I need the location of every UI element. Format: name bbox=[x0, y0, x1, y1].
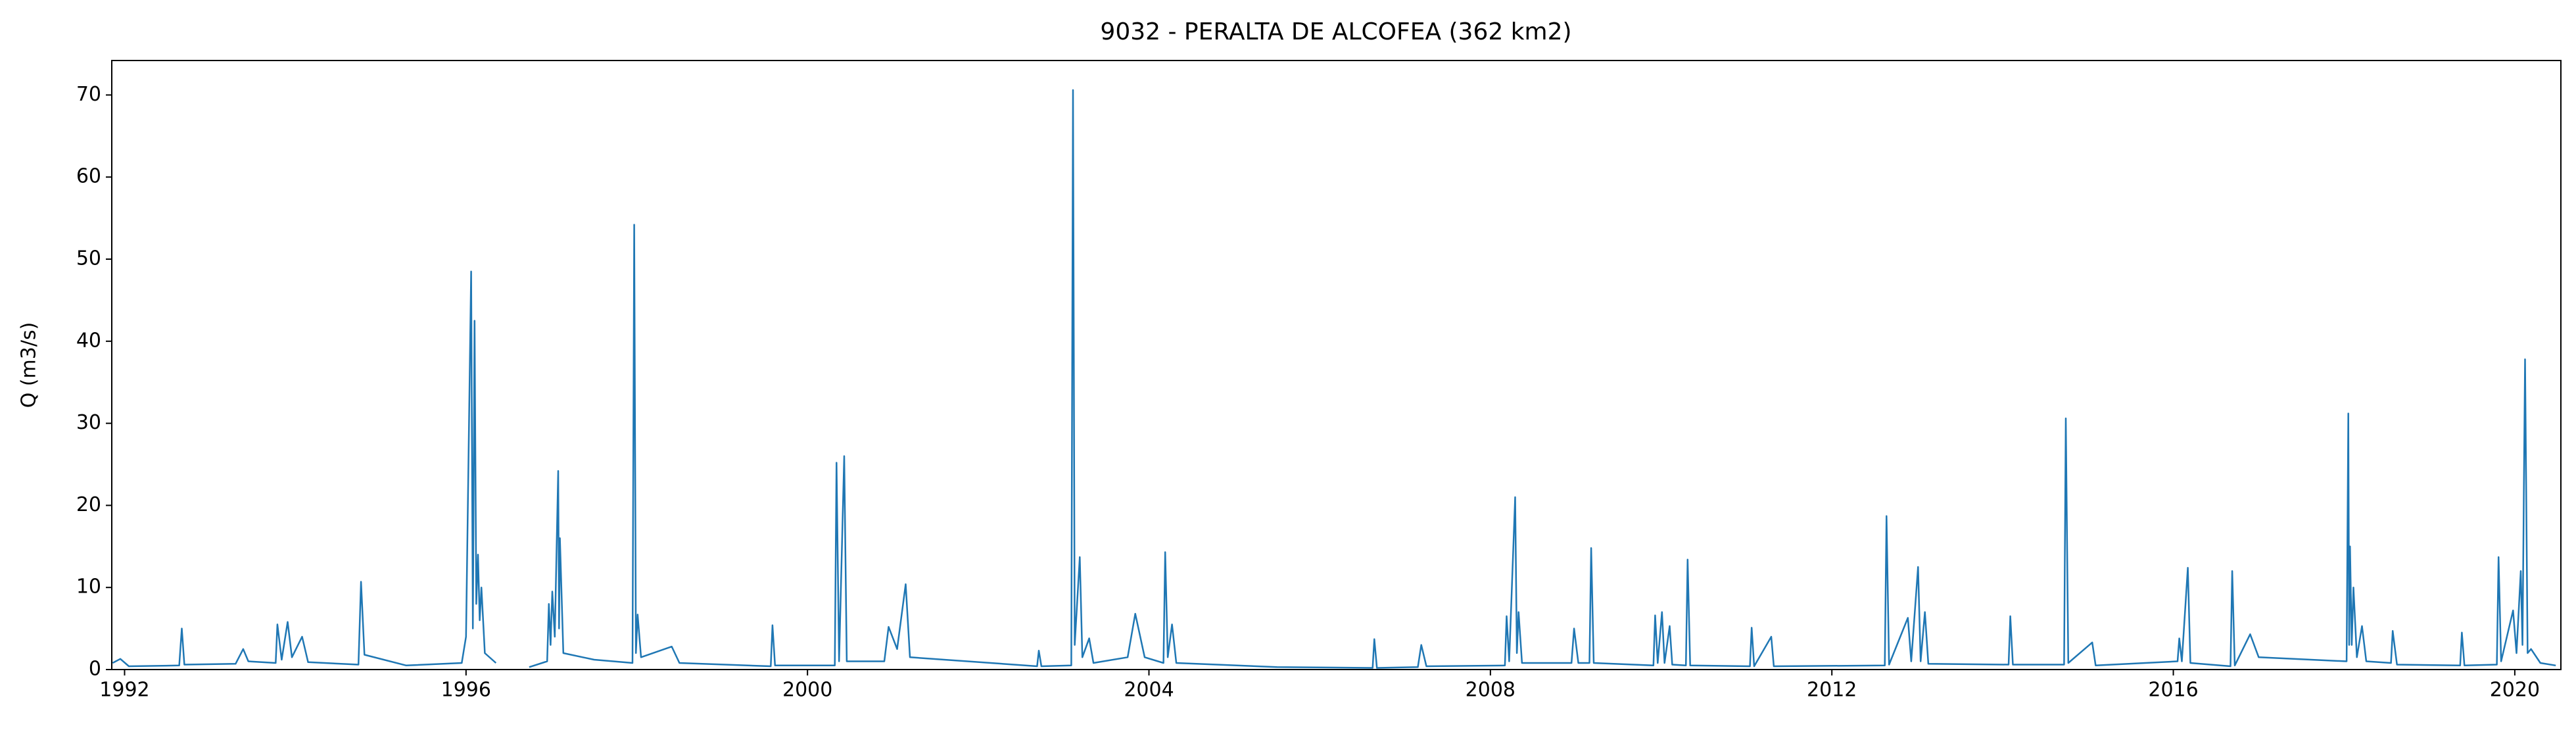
x-tick-label: 2020 bbox=[2490, 679, 2540, 702]
y-tick-label: 0 bbox=[89, 658, 101, 681]
y-tick-label: 10 bbox=[76, 575, 101, 599]
y-tick-label: 40 bbox=[76, 329, 101, 352]
x-tick-label: 2004 bbox=[1124, 679, 1174, 702]
x-tick-label: 2012 bbox=[1807, 679, 1857, 702]
y-axis-label: Q (m3/s) bbox=[18, 322, 41, 408]
y-tick-label: 30 bbox=[76, 411, 101, 434]
y-tick-label: 60 bbox=[76, 165, 101, 188]
y-tick-label: 50 bbox=[76, 247, 101, 270]
y-tick-label: 70 bbox=[76, 83, 101, 106]
x-tick-label: 1996 bbox=[441, 679, 491, 702]
x-tick-label: 2008 bbox=[1466, 679, 1515, 702]
plot-frame bbox=[111, 60, 2562, 670]
x-tick-label: 2000 bbox=[782, 679, 832, 702]
x-tick-label: 1992 bbox=[99, 679, 149, 702]
y-tick-label: 20 bbox=[76, 493, 101, 516]
flow-line bbox=[112, 89, 2556, 669]
x-tick-label: 2016 bbox=[2148, 679, 2198, 702]
chart-title: 9032 - PERALTA DE ALCOFEA (362 km2) bbox=[1100, 18, 1571, 45]
